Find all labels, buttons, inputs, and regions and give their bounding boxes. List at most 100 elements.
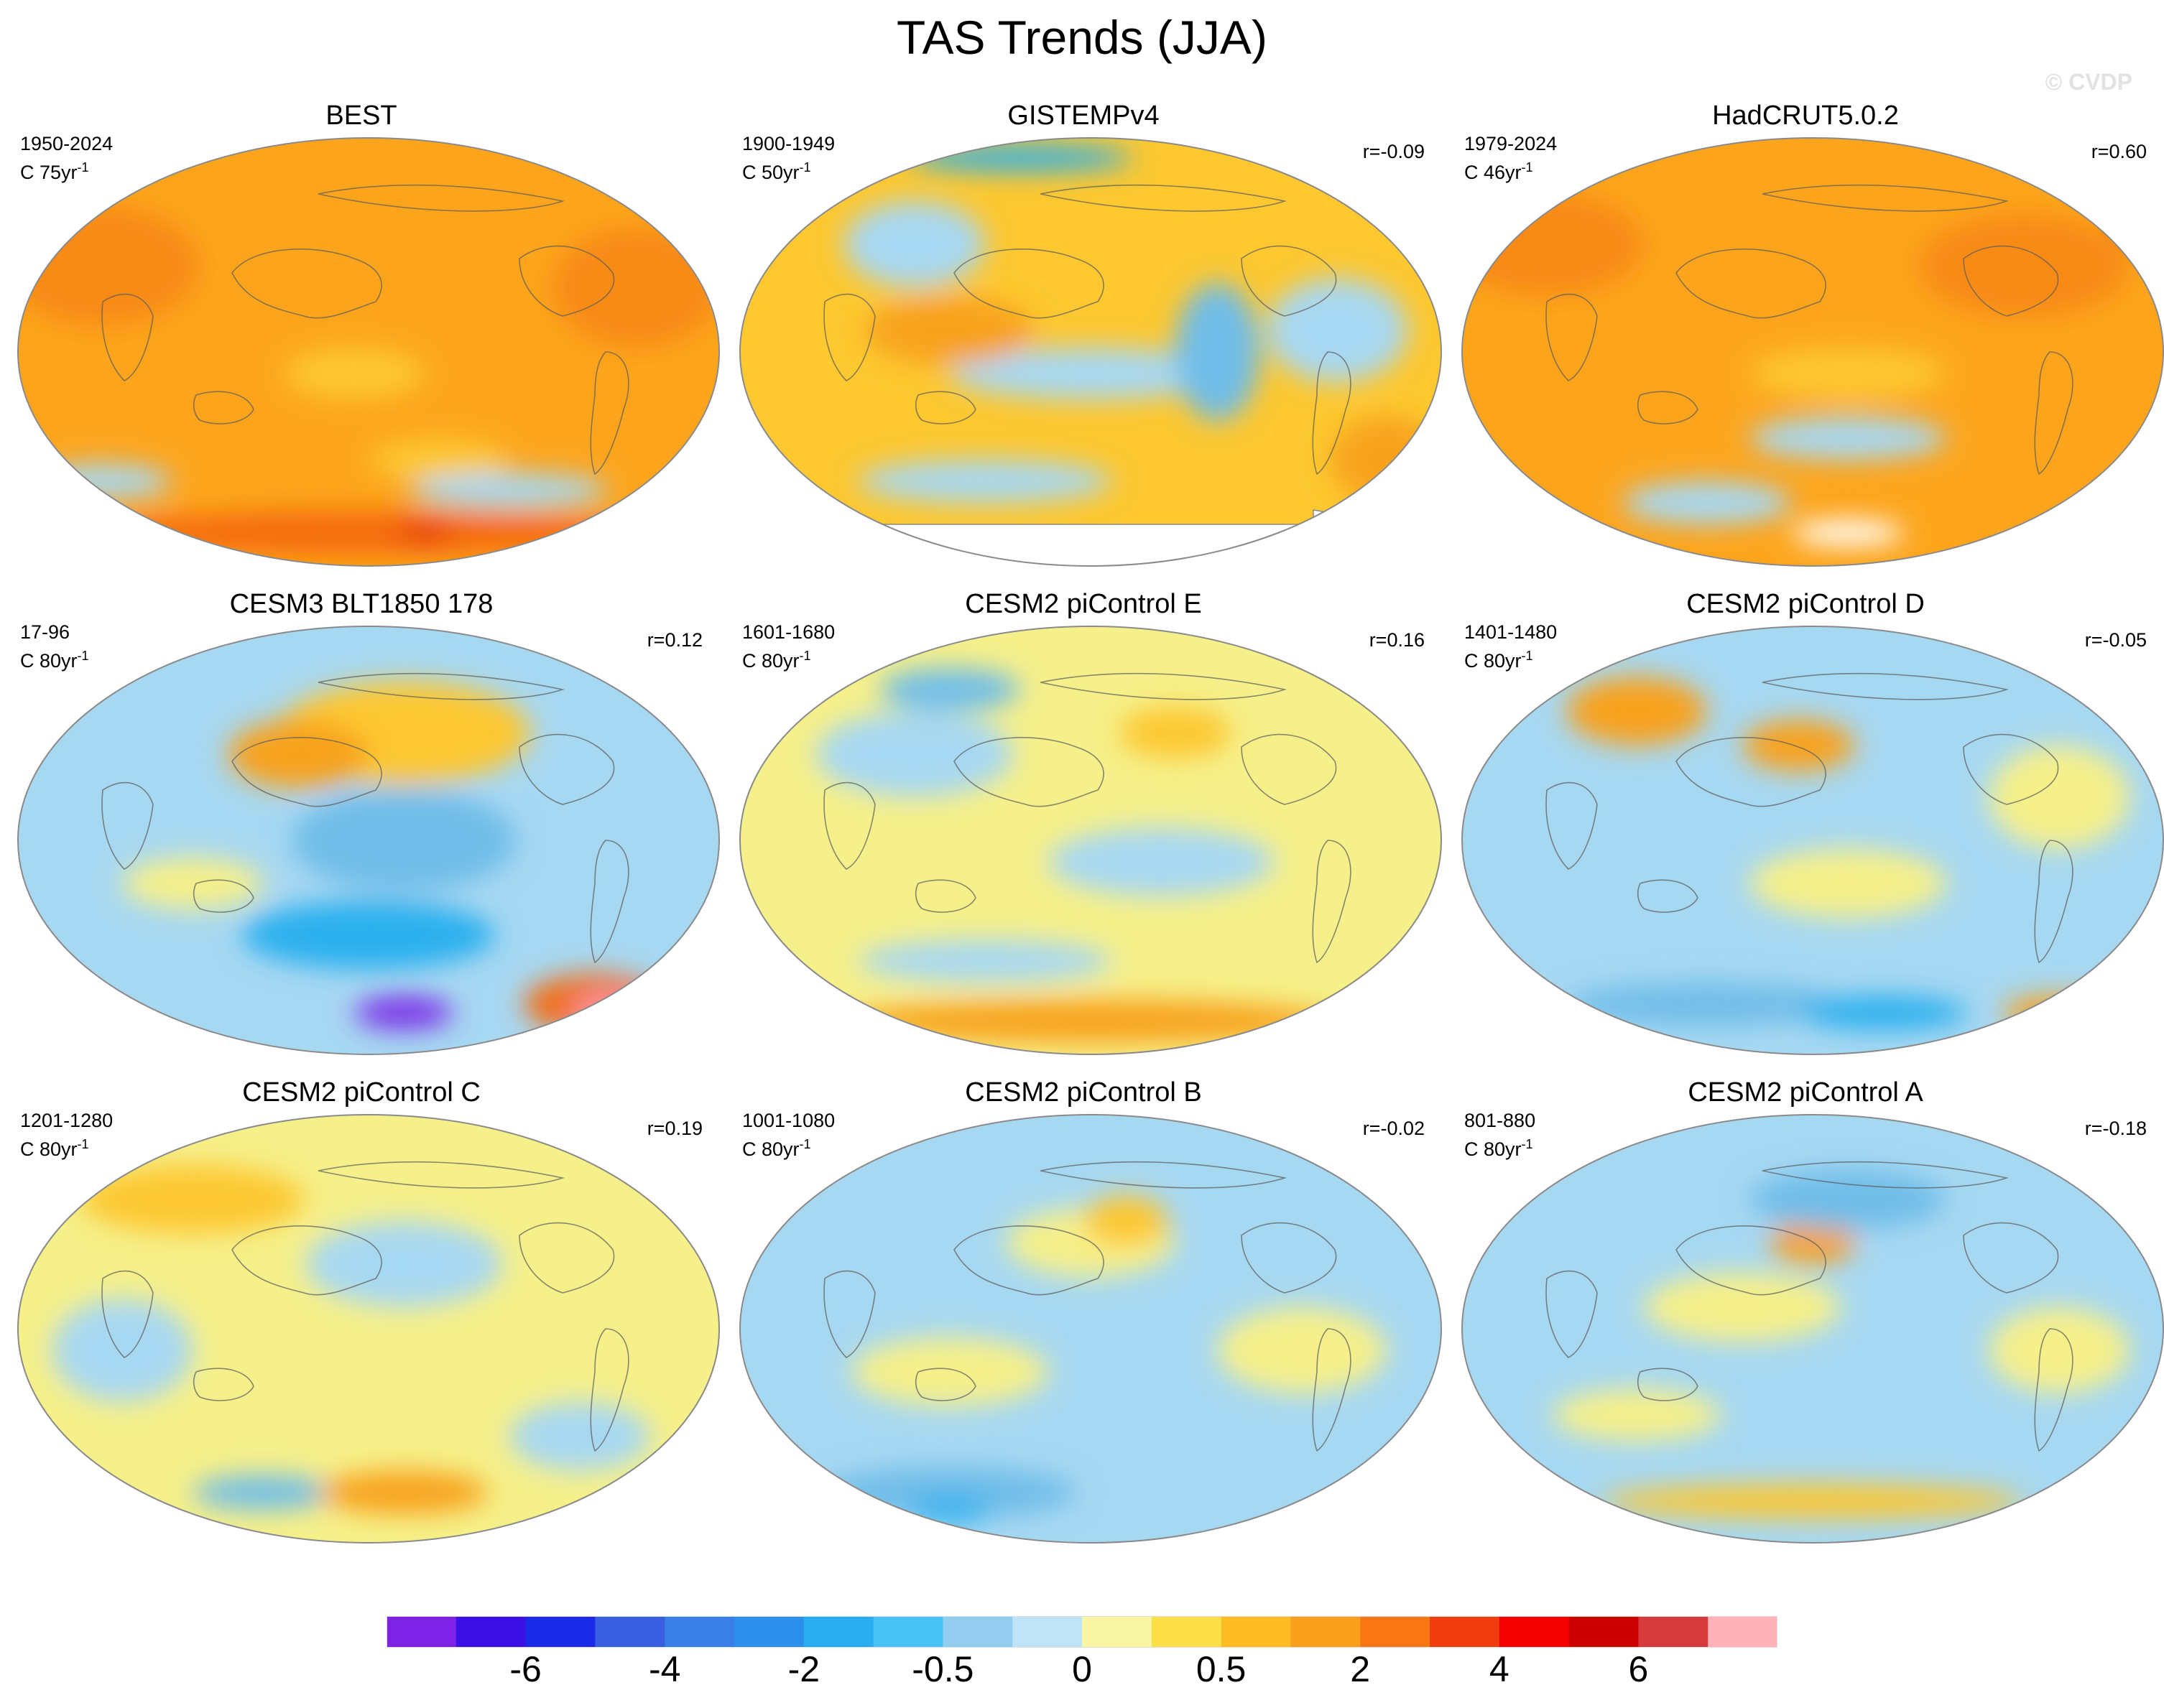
colorbar-swatches xyxy=(387,1616,1778,1648)
coastline xyxy=(1241,733,1337,805)
coastline xyxy=(1963,245,2059,317)
panel-correlation: r=-0.18 xyxy=(2084,1118,2147,1139)
coastline xyxy=(231,1225,382,1296)
coastline xyxy=(2034,840,2073,964)
colorbar-swatch xyxy=(1151,1616,1222,1648)
coastline xyxy=(318,1161,565,1189)
panel-scale: C 80yr-1 xyxy=(20,1133,89,1161)
robinson-map xyxy=(739,137,1442,567)
coastline xyxy=(953,1225,1104,1296)
panel-title: CESM3 BLT1850 178 xyxy=(229,589,494,619)
map-panel: BEST 1950-2024 C 75yr-1 xyxy=(6,101,720,575)
panel-scale-exponent: -1 xyxy=(77,1137,89,1151)
panel-period: 1601-1680 xyxy=(742,621,836,643)
robinson-map xyxy=(1461,1114,2164,1544)
map-outline xyxy=(739,1114,1442,1544)
map-outline xyxy=(1461,1114,2164,1544)
trend-region xyxy=(858,460,1112,503)
coastline xyxy=(193,391,254,424)
panel-scale: C 80yr-1 xyxy=(742,644,811,673)
trend-region xyxy=(1552,1389,1721,1441)
coastline xyxy=(1241,1222,1337,1294)
robinson-map xyxy=(739,626,1442,1055)
panel-scale-text: C 80yr xyxy=(742,1138,800,1160)
trend-region xyxy=(1989,1307,2130,1393)
coastline xyxy=(590,1328,629,1452)
panel-title: HadCRUT5.0.2 xyxy=(1712,101,1899,131)
trend-region xyxy=(284,348,425,399)
colorbar-tick-label: -6 xyxy=(509,1649,542,1689)
coastline xyxy=(1675,249,1826,319)
trend-region xyxy=(291,789,517,892)
coastline xyxy=(231,249,382,319)
colorbar-swatch xyxy=(873,1616,943,1648)
panel-scale-exponent: -1 xyxy=(1521,1137,1533,1151)
coastline xyxy=(953,249,1104,319)
colorbar-swatch xyxy=(1012,1616,1083,1648)
panel-scale-text: C 50yr xyxy=(742,162,800,183)
trend-region xyxy=(1742,720,1855,771)
coastline xyxy=(231,737,382,807)
map-panel: CESM2 piControl C 1201-1280 C 80yr-1 r=0.19 xyxy=(6,1077,720,1551)
map-outline xyxy=(17,1114,720,1544)
panel-title: CESM2 piControl C xyxy=(242,1077,481,1108)
panel-scale-text: C 80yr xyxy=(1464,1138,1522,1160)
trend-region xyxy=(193,1475,333,1510)
trend-region xyxy=(228,720,369,789)
panel-scale: C 46yr-1 xyxy=(1464,156,1533,185)
coastline xyxy=(519,733,615,805)
trend-region xyxy=(1749,417,1947,460)
colorbar-swatch xyxy=(1568,1616,1639,1648)
map-panel: HadCRUT5.0.2 1979-2024 C 46yr-1 r=0.60 xyxy=(1450,101,2164,575)
panel-scale: C 80yr-1 xyxy=(20,644,89,673)
coastline xyxy=(519,245,615,317)
trend-region xyxy=(241,901,496,970)
colorbar-swatch xyxy=(665,1616,735,1648)
panel-scale-exponent: -1 xyxy=(1521,160,1533,175)
trend-region xyxy=(1798,995,1968,1030)
colorbar-swatch xyxy=(1499,1616,1570,1648)
panel-scale-exponent: -1 xyxy=(77,649,89,663)
trend-region xyxy=(52,1299,193,1402)
panel-correlation: r=0.60 xyxy=(2091,141,2147,162)
panel-scale: C 75yr-1 xyxy=(20,156,89,185)
panel-correlation: r=0.12 xyxy=(647,629,703,651)
panel-period: 1979-2024 xyxy=(1464,133,1558,154)
coastline xyxy=(1762,184,2010,212)
colorbar-swatch xyxy=(1290,1616,1361,1648)
coastline xyxy=(1637,879,1698,913)
coastline xyxy=(590,840,629,964)
panel-title: CESM2 piControl D xyxy=(1686,589,1925,619)
coastline xyxy=(915,879,976,913)
coastline xyxy=(1040,184,1287,212)
trend-region xyxy=(1083,1195,1168,1247)
trend-region xyxy=(30,464,172,498)
colorbar-swatch xyxy=(1221,1616,1291,1648)
trend-region xyxy=(1989,746,2130,849)
panel-title: CESM2 piControl B xyxy=(965,1077,1202,1108)
colorbar-swatch xyxy=(734,1616,805,1648)
map-panel: CESM2 piControl E 1601-1680 C 80yr-1 r=0.16 xyxy=(728,589,1442,1063)
panel-period: 1950-2024 xyxy=(20,133,114,154)
trend-region xyxy=(573,995,657,1030)
trend-region xyxy=(319,1471,489,1514)
colorbar-tick-label: 6 xyxy=(1628,1649,1649,1689)
panel-scale-exponent: -1 xyxy=(77,160,89,175)
robinson-map xyxy=(17,137,720,567)
colorbar-swatch xyxy=(803,1616,874,1648)
trend-region xyxy=(1749,1169,1947,1230)
colorbar-swatch xyxy=(525,1616,596,1648)
trend-region xyxy=(354,995,453,1030)
panel-period: 17-96 xyxy=(20,621,70,643)
coastline xyxy=(1312,351,1351,475)
robinson-map xyxy=(17,626,720,1055)
coastline xyxy=(1762,1161,2010,1189)
trend-region xyxy=(410,473,609,507)
panel-period: 1900-1949 xyxy=(742,133,836,154)
map-outline xyxy=(17,137,720,567)
colorbar-tick-label: -4 xyxy=(648,1649,681,1689)
coastline xyxy=(1963,1222,2059,1294)
trend-region xyxy=(865,296,1035,365)
trend-region xyxy=(844,1000,1337,1043)
map-panel: GISTEMPv4 1900-1949 C 50yr-1 r=-0.09 xyxy=(728,101,1442,575)
